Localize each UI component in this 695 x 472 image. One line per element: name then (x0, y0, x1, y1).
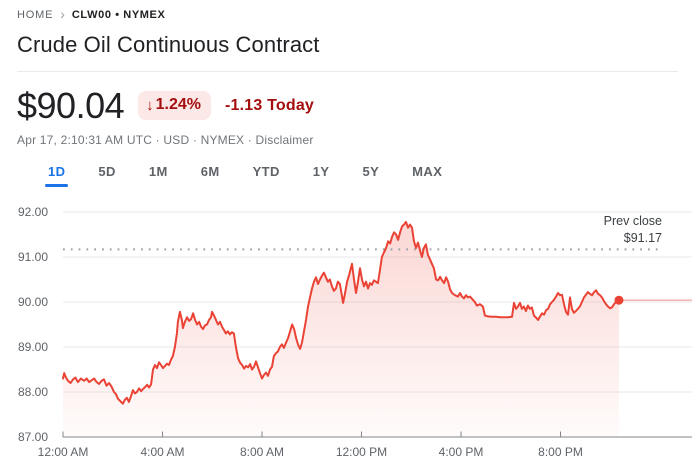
quote-meta: Apr 17, 2:10:31 AM UTC · USD · NYMEX · D… (17, 133, 678, 147)
price-chart-svg[interactable]: 87.00 88.00 89.00 90.00 91.00 92.00 12:00 AM 4:… (0, 200, 695, 465)
price-chart[interactable]: 87.00 88.00 89.00 90.00 91.00 92.00 12:00 AM 4:… (0, 200, 695, 465)
y-axis-label: 87.00 (18, 430, 48, 444)
prev-close-value: $91.17 (624, 231, 662, 245)
quote-timestamp: Apr 17, 2:10:31 AM UTC · USD · NYMEX · (17, 133, 252, 147)
quote-header: HOME › CLW00 • NYMEX Crude Oil Continuou… (0, 0, 695, 188)
tab-1d[interactable]: 1D (44, 162, 69, 188)
breadcrumb-symbol: CLW00 • NYMEX (71, 9, 166, 21)
price-value: $90.04 (17, 85, 125, 126)
breadcrumb: HOME › CLW00 • NYMEX (17, 5, 678, 22)
header-divider (17, 71, 678, 72)
y-axis-label: 89.00 (18, 340, 48, 354)
page-title: Crude Oil Continuous Contract (17, 32, 320, 57)
y-axis-label: 92.00 (18, 205, 48, 219)
tab-5y[interactable]: 5Y (361, 162, 380, 188)
change-today: -1.13 Today (224, 96, 315, 114)
last-price-dot (614, 295, 624, 305)
tab-6m[interactable]: 6M (200, 162, 221, 188)
x-axis-label: 4:00 AM (140, 445, 184, 459)
x-axis-label: 12:00 PM (336, 445, 387, 459)
price-area-fill (63, 221, 619, 437)
y-axis-label: 90.00 (18, 295, 48, 309)
tab-1m[interactable]: 1M (148, 162, 169, 188)
price-line (62, 220, 620, 405)
price-row: $90.04 ↓ 1.24% -1.13 Today (17, 85, 678, 126)
x-axis-label: 4:00 PM (439, 445, 484, 459)
down-arrow-icon: ↓ (146, 96, 154, 114)
change-percent-badge: ↓ 1.24% (138, 91, 211, 120)
prev-close-label: Prev close (604, 214, 662, 228)
tab-max[interactable]: MAX (411, 162, 443, 188)
x-axis-label: 8:00 PM (538, 445, 583, 459)
disclaimer-link[interactable]: Disclaimer (255, 133, 314, 147)
x-axis-label: 8:00 AM (240, 445, 284, 459)
y-axis-label: 91.00 (18, 250, 48, 264)
chevron-right-icon: › (60, 5, 65, 22)
x-axis-label: 12:00 AM (38, 445, 89, 459)
tab-ytd[interactable]: YTD (252, 162, 281, 188)
change-percent: 1.24% (155, 96, 201, 113)
tab-1y[interactable]: 1Y (312, 162, 331, 188)
y-axis-label: 88.00 (18, 385, 48, 399)
breadcrumb-home-link[interactable]: HOME (17, 9, 54, 21)
range-tabs: 1D 5D 1M 6M YTD 1Y 5Y MAX (17, 162, 678, 188)
tab-5d[interactable]: 5D (97, 162, 116, 188)
